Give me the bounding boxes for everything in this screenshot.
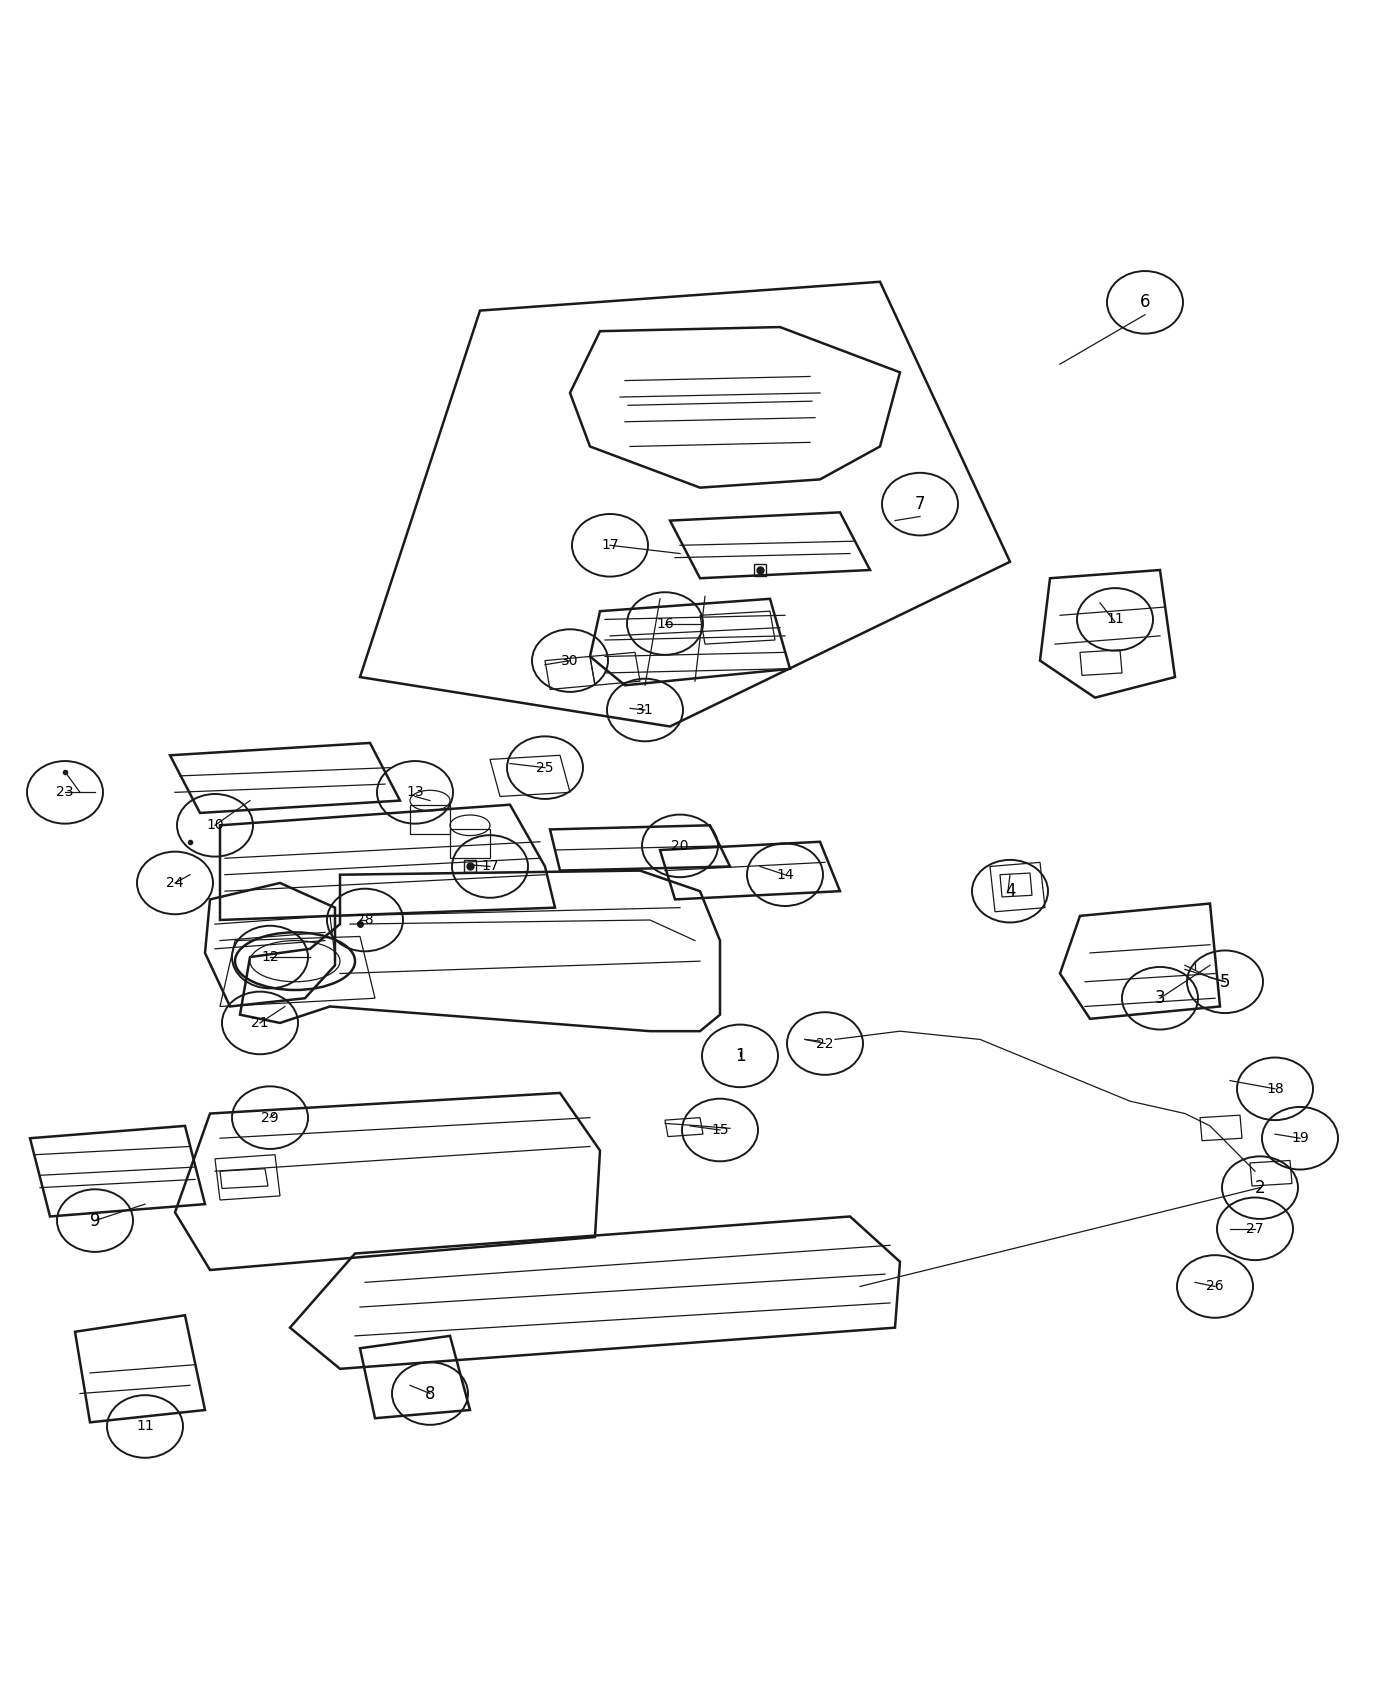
Text: 15: 15 — [711, 1124, 729, 1137]
Text: 13: 13 — [406, 785, 424, 799]
Text: 1: 1 — [735, 1047, 745, 1064]
Text: 17: 17 — [482, 860, 498, 874]
Text: 27: 27 — [1246, 1222, 1264, 1236]
Text: 18: 18 — [1266, 1081, 1284, 1096]
Text: 4: 4 — [1005, 882, 1015, 901]
Text: 5: 5 — [1219, 972, 1231, 991]
Text: 28: 28 — [356, 913, 374, 927]
Text: 23: 23 — [56, 785, 74, 799]
Text: 2: 2 — [1254, 1178, 1266, 1197]
Text: 14: 14 — [776, 867, 794, 882]
Text: 31: 31 — [636, 704, 654, 717]
Text: 22: 22 — [816, 1037, 834, 1051]
Text: 26: 26 — [1207, 1280, 1224, 1294]
Text: 21: 21 — [251, 1017, 269, 1030]
Text: 9: 9 — [90, 1212, 101, 1229]
Text: 30: 30 — [561, 653, 578, 668]
Text: 17: 17 — [601, 539, 619, 552]
Text: 25: 25 — [536, 760, 554, 775]
Text: 16: 16 — [657, 617, 673, 631]
Text: 11: 11 — [1106, 612, 1124, 626]
Text: 19: 19 — [1291, 1130, 1309, 1146]
Text: 6: 6 — [1140, 294, 1151, 311]
Text: 11: 11 — [136, 1420, 154, 1433]
Text: 24: 24 — [167, 876, 183, 889]
Text: 20: 20 — [671, 838, 689, 853]
Text: 29: 29 — [262, 1110, 279, 1125]
Text: 12: 12 — [262, 950, 279, 964]
Text: 7: 7 — [914, 495, 925, 513]
Text: 3: 3 — [1155, 989, 1165, 1006]
Text: 10: 10 — [206, 818, 224, 833]
Text: 8: 8 — [424, 1384, 435, 1402]
